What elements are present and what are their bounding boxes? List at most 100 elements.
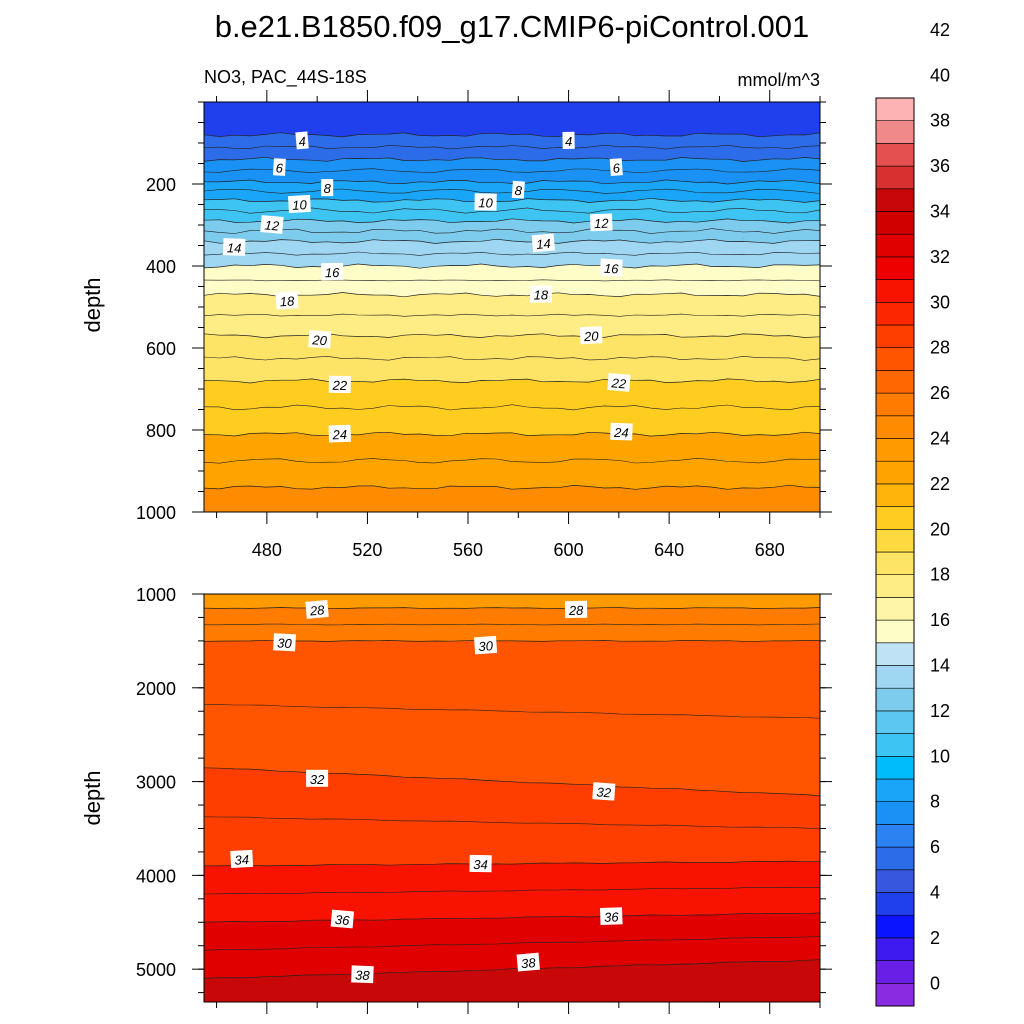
contour-line xyxy=(204,333,820,339)
contour-band xyxy=(204,594,820,609)
x-tick-label: 640 xyxy=(654,540,684,560)
colorbar-swatch xyxy=(875,892,915,916)
colorbar-tick-label: 2 xyxy=(930,928,940,948)
colorbar-swatch xyxy=(875,869,915,893)
contour-label: 4 xyxy=(295,131,309,150)
y-tick-label: 3000 xyxy=(136,773,176,793)
colorbar-swatch xyxy=(875,279,915,303)
bottom-ylabel: depth xyxy=(80,770,105,825)
contour-line xyxy=(204,313,820,317)
colorbar-swatch xyxy=(875,574,915,598)
contour-label: 20 xyxy=(579,326,603,345)
colorbar-swatch xyxy=(875,528,915,553)
colorbar-swatch xyxy=(875,188,915,212)
colorbar-swatch xyxy=(875,415,915,439)
colorbar-swatch xyxy=(875,733,915,757)
contour-label: 10 xyxy=(474,193,497,211)
contour-label: 20 xyxy=(308,330,332,349)
y-tick-label: 4000 xyxy=(136,866,176,886)
contour-line xyxy=(204,623,820,626)
contour-label-text: 32 xyxy=(596,784,612,800)
contour-label-text: 16 xyxy=(604,261,620,277)
colorbar-swatch xyxy=(875,370,915,394)
contour-line xyxy=(204,886,820,895)
colorbar-swatch xyxy=(875,460,915,485)
colorbar-swatch xyxy=(875,914,915,939)
colorbar-swatch xyxy=(875,960,915,984)
y-tick-label: 600 xyxy=(146,339,176,359)
colorbar-swatch xyxy=(875,97,915,122)
colorbar-swatch xyxy=(875,755,915,780)
colorbar-tick-label: 36 xyxy=(930,156,950,176)
contour-line xyxy=(204,263,820,269)
colorbar-swatch xyxy=(875,233,915,258)
contour-label: 6 xyxy=(272,158,286,176)
colorbar-tick-label: 38 xyxy=(930,111,950,131)
contour-band xyxy=(204,333,820,383)
contour-line xyxy=(204,378,820,384)
contour-label: 14 xyxy=(531,233,556,253)
contour-label-text: 20 xyxy=(583,328,600,344)
colorbar-tick-label: 18 xyxy=(930,565,950,585)
contour-label: 32 xyxy=(306,769,329,787)
contour-label: 36 xyxy=(330,909,355,929)
contour-band xyxy=(204,640,820,796)
contour-label: 36 xyxy=(599,907,623,925)
contour-label: 8 xyxy=(511,180,525,199)
contour-line xyxy=(204,292,820,298)
contour-band xyxy=(204,432,820,490)
contour-band xyxy=(204,912,820,979)
y-tick-label: 1000 xyxy=(136,585,176,605)
colorbar-tick-label: 22 xyxy=(930,474,950,494)
contour-line xyxy=(204,156,820,162)
contour-label: 10 xyxy=(288,194,311,214)
contour-label-text: 8 xyxy=(324,181,332,196)
contour-label-text: 32 xyxy=(310,772,325,787)
y-tick-label: 400 xyxy=(146,257,176,277)
contour-label-text: 36 xyxy=(334,912,350,928)
contour-label-text: 4 xyxy=(565,134,572,149)
contour-label: 16 xyxy=(599,258,623,277)
contour-line xyxy=(204,238,820,244)
contour-band xyxy=(204,102,820,137)
contour-line xyxy=(204,860,820,867)
contour-label: 14 xyxy=(222,238,246,256)
colorbar: 0246810121416182022242628303234363840424… xyxy=(875,20,950,1007)
colorbar-swatch xyxy=(875,165,915,190)
colorbar-swatch xyxy=(875,982,915,1007)
contour-line xyxy=(204,959,820,979)
contour-label-text: 6 xyxy=(612,160,621,176)
colorbar-swatch xyxy=(875,506,915,530)
colorbar-tick-label: 32 xyxy=(930,247,950,267)
contour-label-text: 4 xyxy=(298,134,307,150)
contour-label: 28 xyxy=(305,599,329,619)
contour-band xyxy=(204,157,820,184)
colorbar-swatch xyxy=(875,324,915,349)
colorbar-tick-label: 24 xyxy=(930,429,950,449)
colorbar-tick-label: 8 xyxy=(930,792,940,812)
colorbar-swatch xyxy=(875,687,915,712)
contour-label-text: 24 xyxy=(613,425,629,441)
contour-label-text: 18 xyxy=(279,293,295,309)
contour-label: 24 xyxy=(328,424,352,443)
contour-band xyxy=(204,132,820,162)
colorbar-tick-label: 40 xyxy=(930,65,950,85)
contour-label-text: 30 xyxy=(277,635,293,651)
colorbar-swatch xyxy=(875,665,915,689)
contour-label-text: 28 xyxy=(568,603,584,618)
contour-label-text: 20 xyxy=(311,332,328,348)
contour-label: 22 xyxy=(607,372,631,392)
bottom-panel: 28 28 30 30 32 32 34 34 36 36 38 38 1000 2000 3000 4000… xyxy=(136,585,832,1014)
contour-line xyxy=(204,639,820,642)
colorbar-swatch xyxy=(875,846,915,871)
contour-label: 34 xyxy=(230,849,254,868)
colorbar-tick-label: 28 xyxy=(930,338,950,358)
colorbar-swatch xyxy=(875,347,915,371)
colorbar-swatch xyxy=(875,597,915,621)
colorbar-swatch xyxy=(875,211,915,235)
colorbar-swatch xyxy=(875,256,915,280)
colorbar-swatch xyxy=(875,642,915,666)
contour-label-text: 14 xyxy=(536,236,552,252)
contour-label: 12 xyxy=(589,213,613,232)
